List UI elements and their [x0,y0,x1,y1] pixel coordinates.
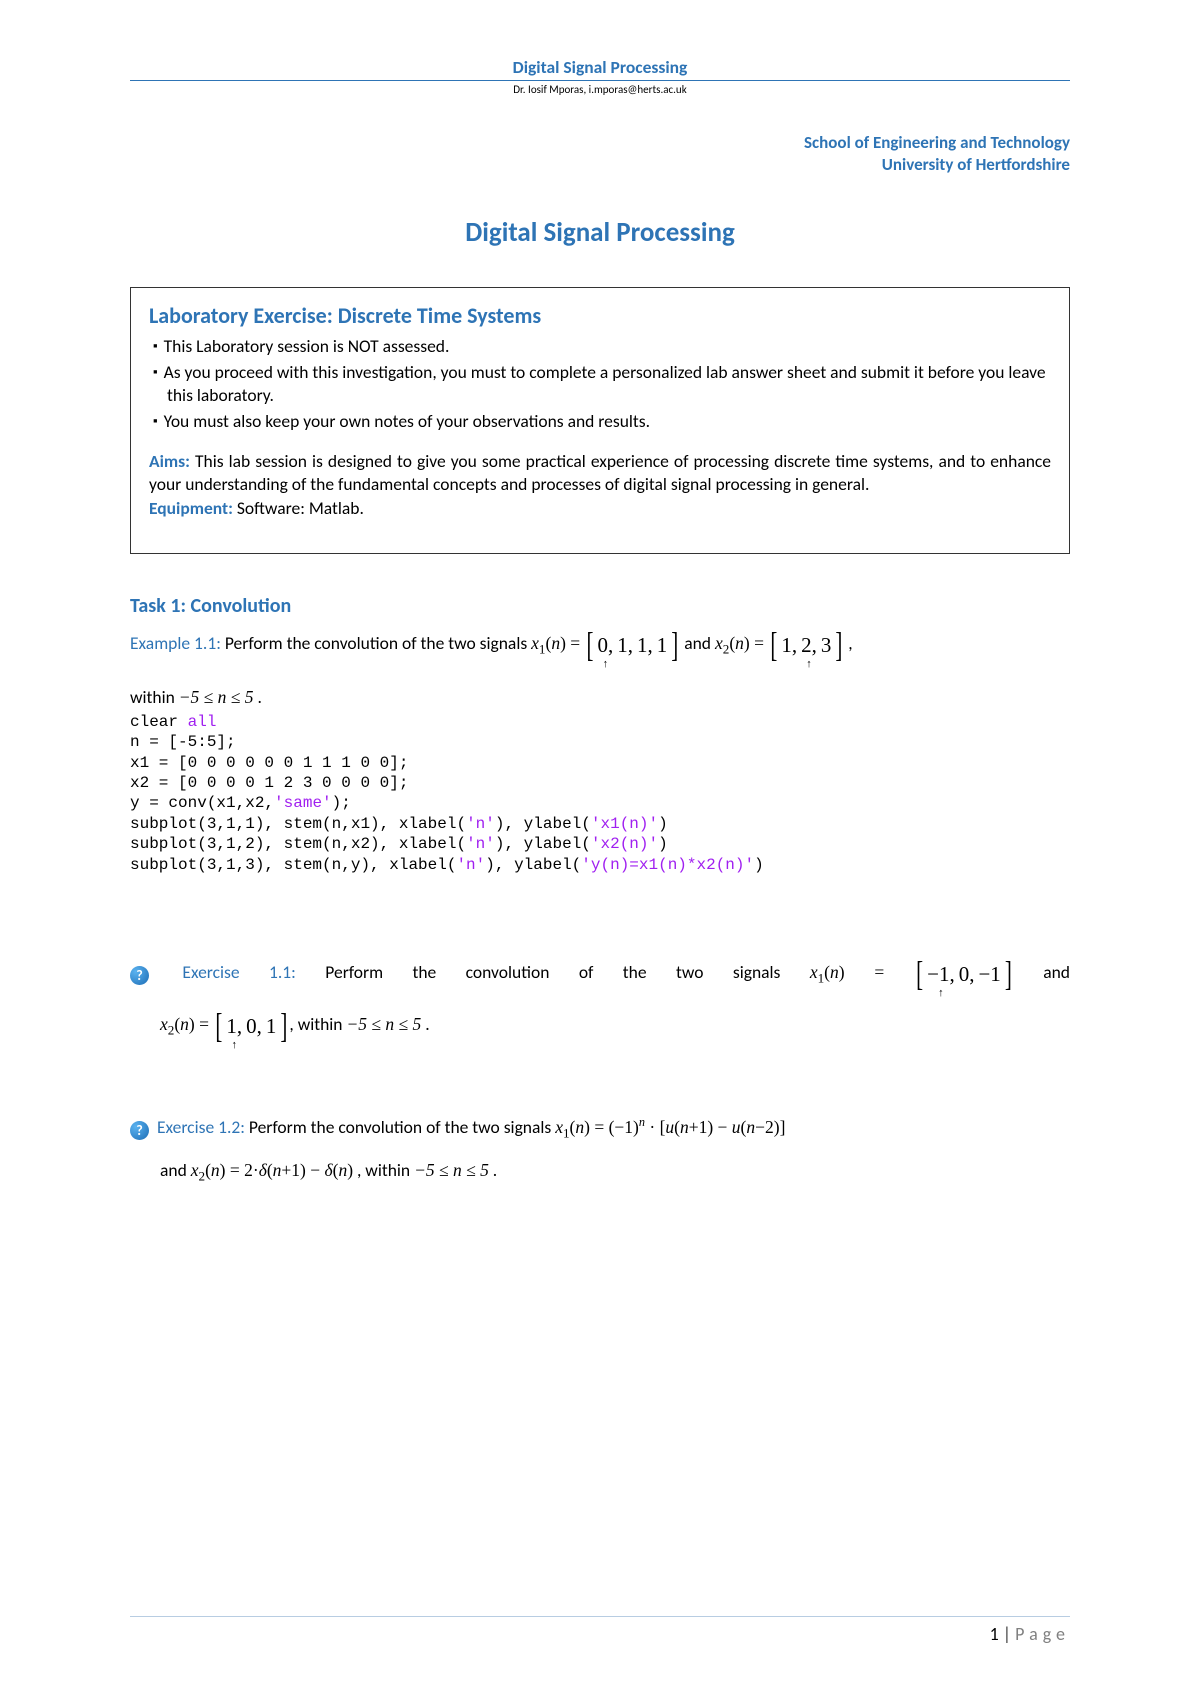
exercise-1-2: ? Exercise 1.2: Perform the convolution … [130,1113,1070,1186]
lab-note-3: You must also keep your own notes of you… [153,410,1051,434]
ex11-seq2: [ 1,0,1 ] [213,1009,289,1043]
exercise-1-2-label: Exercise 1.2: [157,1116,245,1138]
question-icon: ? [130,966,149,985]
ex12-text-a: Perform the convolution of the two signa… [245,1116,555,1138]
school-block: School of Engineering and Technology Uni… [130,132,1070,176]
example-comma: , [844,632,852,654]
ex11-text-a: Perform the convolution of the two signa… [296,961,810,983]
seq-x1: [ 0,1,1,1 ] [585,628,681,662]
ex11-and: and [1043,961,1070,983]
lab-note-1: This Laboratory session is NOT assessed. [153,335,1051,359]
example-1-1-line: Example 1.1: Perform the convolution of … [130,628,1070,662]
lab-notes-list: This Laboratory session is NOT assessed.… [149,335,1051,434]
aims-label: Aims: [149,450,190,472]
example-and: and [684,632,715,654]
ex11-x1: x1(n) = [810,962,914,982]
exercise-1-1-label: Exercise 1.1: [182,961,295,983]
within-range-line: within −5 ≤ n ≤ 5 . [130,686,1070,708]
document-page: Digital Signal Processing Dr. Iosif Mpor… [0,0,1200,1697]
school-line1: School of Engineering and Technology [804,132,1070,153]
equipment-text: Software: Matlab. [233,497,364,519]
lab-note-2: As you proceed with this investigation, … [153,361,1051,408]
school-line2: University of Hertfordshire [882,154,1070,175]
example-label: Example 1.1: [130,632,221,654]
seq-x2: [ 1,2,3 ] [768,628,844,662]
page-title: Digital Signal Processing [130,216,1070,249]
header-divider [130,80,1070,81]
ex12-formula2: x2(n) = 2·δ(n+1) − δ(n) [191,1160,353,1180]
exercise-1-1: ? Exercise 1.1: Perform the convolution … [130,957,1070,1043]
footer-page-number: 1 | Page [130,1623,1070,1645]
lab-box-title: Laboratory Exercise: Discrete Time Syste… [149,302,1051,329]
lab-exercise-box: Laboratory Exercise: Discrete Time Syste… [130,287,1070,553]
equipment-label: Equipment: [149,497,233,519]
matlab-code-block: clear all n = [-5:5]; x1 = [0 0 0 0 0 0 … [130,712,1070,876]
task-1-heading: Task 1: Convolution [130,594,1070,618]
x1-n-expr: x1(n) = [531,633,584,653]
example-text-a: Perform the convolution of the two signa… [221,632,531,654]
aims-paragraph: Aims: This lab session is designed to gi… [149,450,1051,521]
header-course-title: Digital Signal Processing [130,56,1070,78]
ex11-seq1: [ −1,0,−1 ] [914,957,1014,991]
question-icon: ? [130,1121,149,1140]
footer-divider [130,1616,1070,1617]
page-footer: 1 | Page [130,1616,1070,1645]
aims-text: This lab session is designed to give you… [149,450,1051,496]
x2-n-expr: x2(n) = [715,633,768,653]
header-author: Dr. Iosif Mporas, i.mporas@herts.ac.uk [130,83,1070,96]
ex12-formula1: x1(n) = (−1)n · [u(n+1) − u(n−2)] [555,1117,785,1137]
ex11-x2: x2(n) = [160,1014,213,1034]
